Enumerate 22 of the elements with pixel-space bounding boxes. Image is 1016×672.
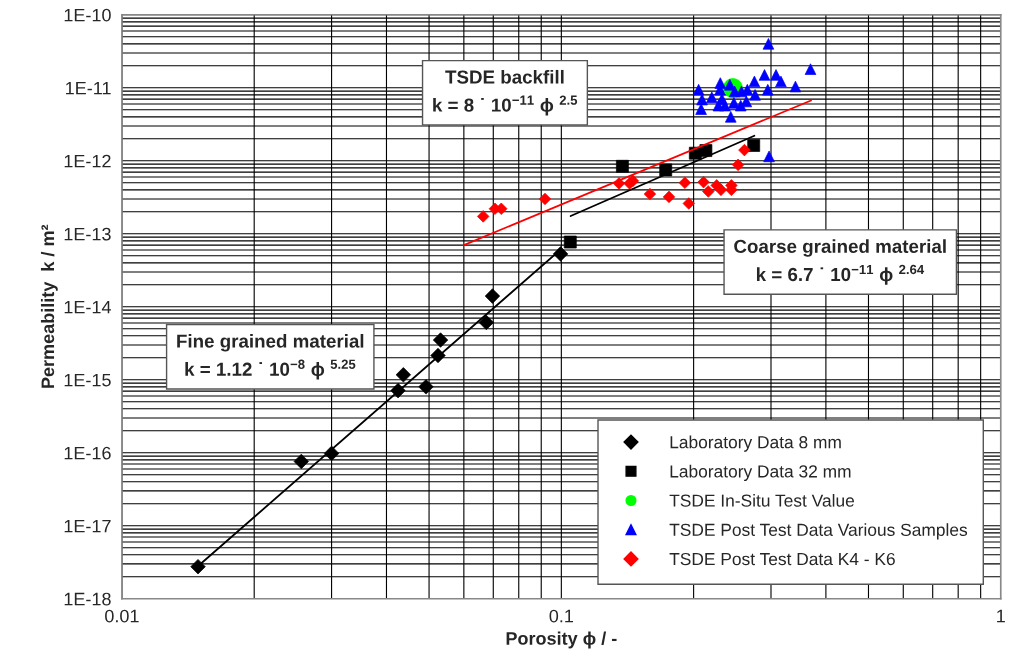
y-tick-label: 1E-11 [66, 81, 111, 95]
y-tick-label: 1E-15 [64, 373, 111, 387]
y-tick-label: 1E-14 [64, 300, 111, 314]
legend-label: TSDE Post Test Data K4 - K6 [669, 552, 895, 566]
legend-label: Laboratory Data 32 mm [670, 464, 851, 481]
annotation: TSDE backfill k = 8 ˙ 10$^{−11}$ ϕ $^{2.5}$ [433, 69, 578, 116]
y-tick-label: 1E-10 [64, 8, 111, 22]
legend-label: TSDE Post Test Data Various Samples [669, 523, 968, 540]
y-tick-label: 1E-18 [64, 592, 111, 606]
x-tick-label: 0.01 [105, 609, 139, 623]
y-tick-label: 1E-16 [64, 446, 111, 460]
x-axis-title: Porosity ϕ / - [506, 631, 617, 649]
x-tick-label: 0.1 [549, 609, 574, 623]
legend-label: TSDE In-Situ Test Value [669, 494, 855, 507]
y-tick-label: 1E-12 [64, 154, 111, 168]
y-tick-label: 1E-13 [64, 227, 111, 241]
y-axis-title: Permeability k / m² [40, 224, 58, 388]
y-tick-label: 1E-17 [64, 519, 111, 533]
annotation: Fine grained material k = 1.12 ˙ 10$^{−8}$ ϕ $^{5.25}$ [177, 333, 364, 380]
x-tick-label: 1 [997, 609, 1005, 623]
legend-label: Laboratory Data 8 mm [670, 435, 841, 452]
annotation: Coarse grained material k = 6.7 ˙ 10$^{−11}$ ϕ $^{2.64}$ [734, 239, 946, 285]
